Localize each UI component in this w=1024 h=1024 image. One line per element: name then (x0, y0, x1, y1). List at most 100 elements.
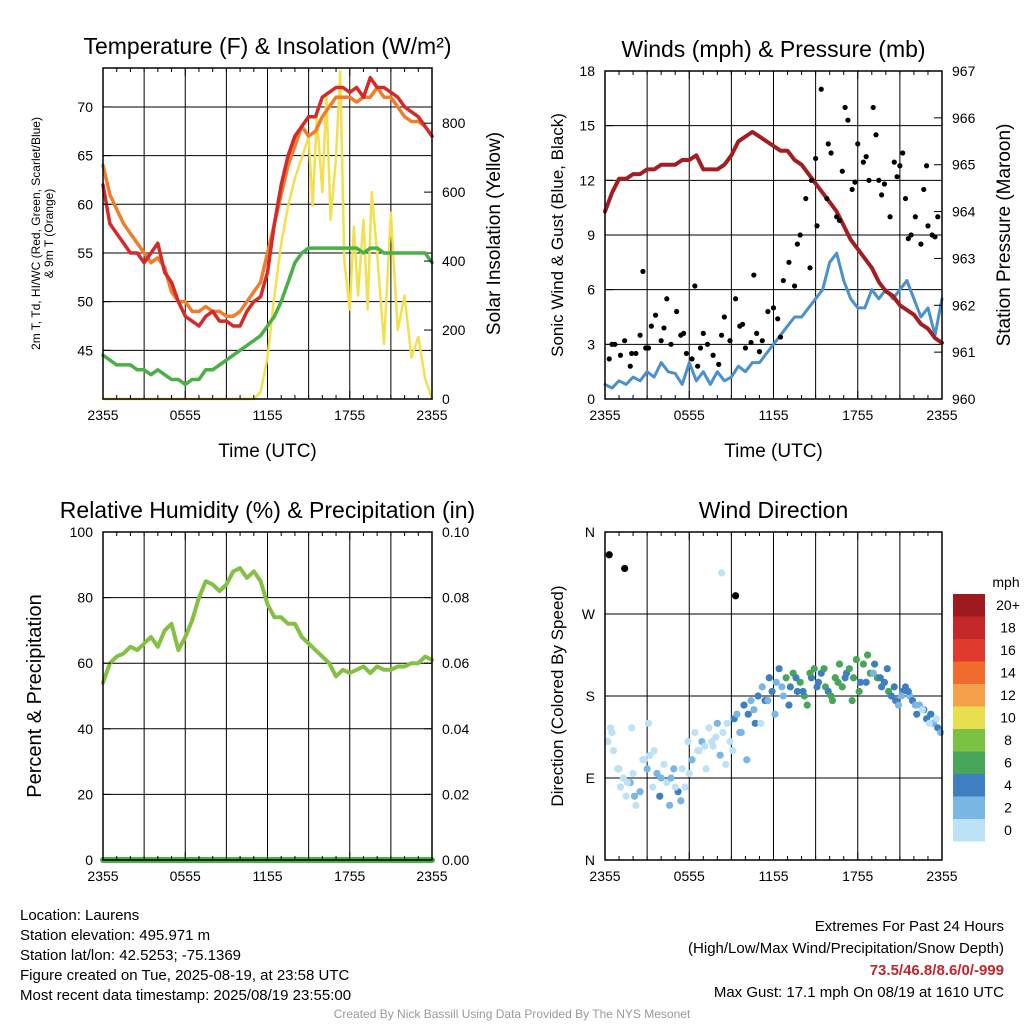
gust-point (891, 159, 897, 165)
direction-point (863, 651, 872, 659)
direction-point (605, 551, 613, 559)
gust-point (756, 349, 763, 355)
y-tick-label: 18 (579, 63, 595, 79)
direction-point (731, 592, 740, 600)
y-tick-label: 80 (77, 590, 93, 606)
gust-point (839, 168, 845, 174)
x-tick-label: 2355 (589, 868, 620, 884)
direction-point (841, 674, 849, 682)
legend-swatch (953, 594, 985, 617)
direction-point (852, 655, 860, 664)
legend-swatch (953, 729, 985, 752)
direction-point (911, 701, 919, 709)
gust-point (777, 334, 784, 340)
x-tick-label: 2355 (589, 407, 620, 423)
panel-wind: Winds (mph) & Pressure (mb) 2355 0555 1155 1… (548, 36, 1015, 462)
direction-point (644, 719, 653, 727)
x-tick-label: 2355 (926, 868, 957, 884)
y-tick-label: N (585, 852, 595, 868)
max-gust: Max Gust: 17.1 mph On 08/19 at 1610 UTC (713, 984, 1004, 1001)
direction-point (772, 678, 780, 686)
direction-point (793, 687, 801, 696)
legend-swatch (953, 796, 985, 819)
gust-point (918, 241, 924, 247)
gust-point (813, 155, 819, 162)
gust-point (622, 338, 628, 344)
gust-point (912, 214, 918, 220)
direction-point (604, 737, 612, 746)
direction-point (835, 660, 844, 668)
gust-point (873, 132, 879, 138)
y2-tick-label: 966 (952, 110, 976, 126)
direction-point (701, 742, 709, 750)
gust-point (765, 308, 771, 315)
gust-point (900, 150, 906, 156)
x-tick-label: 1755 (334, 868, 365, 884)
direction-point (723, 719, 731, 727)
gust-point (935, 214, 941, 220)
y-axis-label-rh: Percent & Precipitation (24, 594, 46, 797)
legend-swatch (953, 639, 985, 662)
legend-label: 12 (1000, 687, 1016, 703)
gust-point (807, 265, 813, 271)
y2-tick-label: 0.08 (442, 590, 469, 606)
y2-axis-label-temp: Solar Insolation (Yellow) (484, 132, 505, 335)
direction-point (677, 797, 685, 805)
gust-point (637, 332, 643, 338)
grid-dir (605, 532, 942, 860)
gust-point (751, 272, 757, 278)
y-tick-label: W (582, 606, 596, 622)
y-tick-label: 12 (579, 172, 595, 188)
gust-point (770, 305, 777, 311)
direction-point (855, 687, 863, 696)
direction-point (883, 665, 891, 673)
direction-point (849, 674, 858, 682)
gust-point (881, 181, 888, 187)
direction-point (880, 678, 889, 686)
y-tick-label: 9 (587, 227, 595, 243)
direction-point (862, 678, 870, 686)
chart-title-temp: Temperature (F) & Insolation (W/m²) (83, 33, 451, 59)
direction-point (649, 783, 657, 791)
gust-point (879, 192, 885, 198)
direction-point (775, 665, 783, 673)
y-axis-label-dir: Direction (Colored By Speed) (548, 585, 567, 806)
recent-timestamp: Most recent data timestamp: 2025/08/19 2… (20, 987, 352, 1004)
direction-point (750, 706, 758, 714)
station-elevation: Station elevation: 495.971 m (20, 927, 211, 944)
legend-swatch (953, 819, 985, 842)
x-tick-label: 1155 (252, 868, 282, 884)
direction-point (894, 701, 903, 709)
gust-point (866, 177, 872, 183)
direction-point (757, 719, 765, 727)
series-line-wind-1 (603, 129, 944, 345)
direction-point (887, 692, 896, 700)
extremes-info: Extremes For Past 24 Hours (High/Low/Max… (688, 916, 1004, 1004)
gust-point (876, 177, 882, 183)
gust-point (825, 141, 831, 147)
direction-point (713, 719, 721, 727)
y-tick-label: E (586, 770, 595, 786)
direction-point (623, 778, 632, 787)
direction-points (604, 551, 945, 809)
y2-tick-label: 960 (952, 391, 976, 407)
gust-point (780, 277, 786, 284)
direction-point (705, 724, 713, 732)
legend-label: 16 (1000, 642, 1016, 658)
direction-point (681, 783, 689, 791)
gust-point (803, 195, 809, 202)
direction-point (771, 710, 779, 718)
gust-point (855, 141, 861, 147)
y2-tick-label: 965 (952, 157, 976, 173)
direction-point (845, 665, 853, 673)
x-tick-label: 2355 (416, 868, 447, 884)
direction-point (785, 701, 793, 709)
direction-point (670, 765, 678, 773)
y2-tick-label: 200 (442, 322, 466, 338)
gust-point (925, 223, 931, 229)
x-tick-label: 1755 (334, 407, 365, 423)
y-axis-label-temp: 2m T, Td, HI/WC (Red, Green, Scarlet/Blu… (29, 117, 43, 350)
series-line-rh-0 (101, 566, 434, 685)
direction-point (792, 674, 800, 682)
direction-point (764, 696, 772, 705)
